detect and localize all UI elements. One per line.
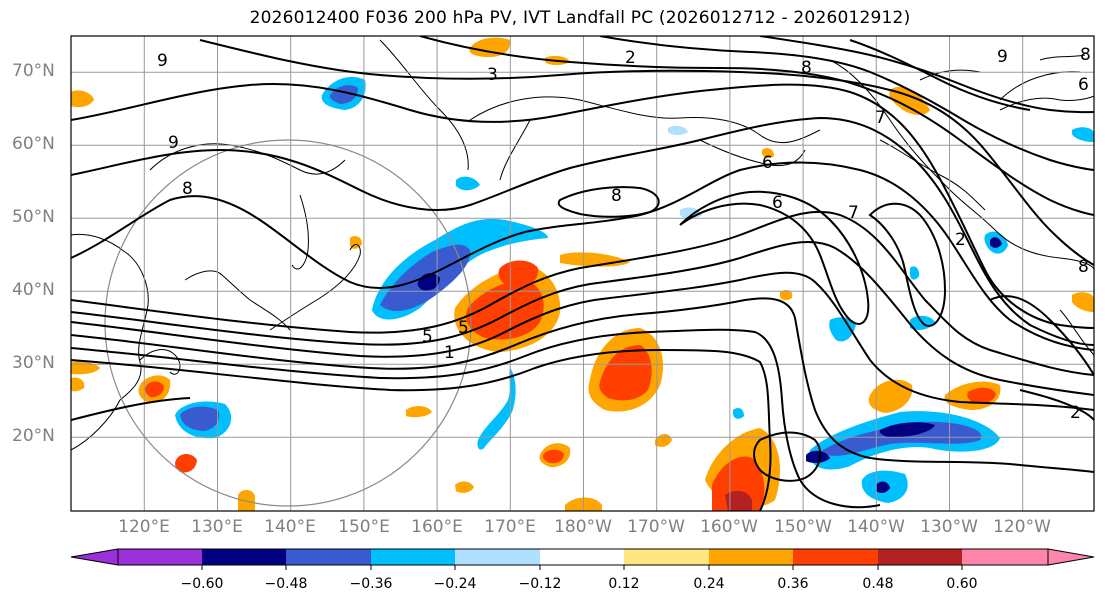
contour-label: 8 (1080, 45, 1091, 65)
range-ring (104, 139, 472, 507)
colorbar-bin (286, 549, 371, 565)
lat-label-50n: 50°N (12, 207, 55, 227)
colorbar-bin (624, 549, 709, 565)
lat-label-40n: 40°N (12, 280, 55, 300)
colorbar-tick-label: −0.24 (433, 576, 477, 592)
colorbar-tick-label: −0.36 (349, 576, 393, 592)
contour-label: 8 (801, 58, 812, 78)
colorbar-min-extension (70, 548, 119, 566)
colorbar-bin (793, 549, 878, 565)
contour-label-group: 9 3 2 8 7 6 9 8 5 8 6 7 9 2 8 5 1 8 6 2 (157, 45, 1091, 423)
colorbar (70, 548, 1095, 570)
map-title: 2026012400 F036 200 hPa PV, IVT Landfall… (249, 8, 911, 28)
lon-label-140e: 140°E (264, 517, 316, 537)
colorbar-bin (455, 549, 540, 565)
lon-label-130w: 130°W (920, 517, 978, 537)
contour-label: 2 (1070, 403, 1081, 423)
lon-label-160e: 160°E (411, 517, 463, 537)
contour-label: 5 (458, 318, 469, 338)
colorbar-bin (202, 549, 286, 565)
colorbar-tick-label: 0.60 (946, 576, 978, 592)
contour-label: 9 (157, 51, 168, 71)
lon-label-120e: 120°E (118, 517, 170, 537)
lat-label-70n: 70°N (12, 61, 55, 81)
lon-label-140w: 140°W (847, 517, 905, 537)
colorbar-tick-label: 0.24 (693, 576, 725, 592)
colorbar-max-extension (1047, 548, 1095, 566)
contour-label: 8 (1078, 257, 1089, 277)
colorbar-bin (371, 549, 455, 565)
map-frame (70, 35, 1095, 512)
colorbar-bin (540, 549, 624, 565)
lon-label-130e: 130°E (191, 517, 243, 537)
contour-label: 6 (762, 153, 773, 173)
lon-label-120w: 120°W (993, 517, 1051, 537)
contour-label: 7 (875, 108, 886, 128)
contour-label: 9 (997, 47, 1008, 67)
lat-label-20n: 20°N (12, 426, 55, 446)
contour-label: 5 (422, 327, 433, 347)
lon-label-170e: 170°E (484, 517, 536, 537)
contour-lines (71, 36, 1094, 511)
contour-label: 8 (182, 179, 193, 199)
lon-label-160w: 160°W (700, 517, 758, 537)
colorbar-tick-label: 0.36 (777, 576, 809, 592)
lon-label-170w: 170°W (627, 517, 685, 537)
lon-label-150e: 150°E (338, 517, 390, 537)
lat-label-60n: 60°N (12, 134, 55, 154)
colorbar-tick-label: −0.12 (518, 576, 562, 592)
colorbar-bin (878, 549, 962, 565)
colorbar-tick-label: −0.60 (180, 576, 224, 592)
lon-label-180w: 180°W (554, 517, 612, 537)
positive-anomaly-shading (71, 37, 1094, 511)
contour-label: 1 (444, 343, 455, 363)
lat-label-30n: 30°N (12, 353, 55, 373)
lon-label-150w: 150°W (774, 517, 832, 537)
contour-label: 2 (955, 230, 966, 250)
colorbar-bin (118, 549, 202, 565)
contour-label: 8 (611, 186, 622, 206)
contour-label: 7 (848, 203, 859, 223)
colorbar-tick-label: −0.48 (264, 576, 308, 592)
contour-label: 6 (1078, 75, 1089, 95)
contour-label: 3 (487, 65, 498, 85)
contour-label: 2 (625, 48, 636, 68)
colorbar-bin (709, 549, 793, 565)
colorbar-tick-label: 0.12 (608, 576, 640, 592)
colorbar-bin (962, 549, 1048, 565)
colorbar-tick-label: 0.48 (862, 576, 894, 592)
contour-label: 6 (772, 193, 783, 213)
negative-anomaly-shading (175, 76, 1094, 503)
map-panel: 9 3 2 8 7 6 9 8 5 8 6 7 9 2 8 5 1 8 6 2 (71, 36, 1094, 511)
contour-label: 9 (168, 133, 179, 153)
